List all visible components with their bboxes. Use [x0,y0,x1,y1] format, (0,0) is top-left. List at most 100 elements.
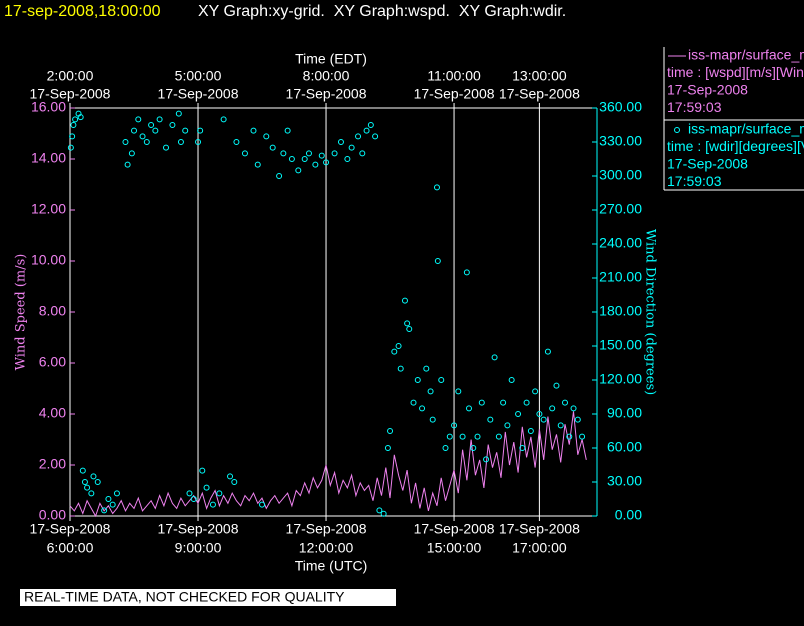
y-tick-label: 6.00 [39,354,66,370]
wind-direction-point [182,127,189,134]
wind-direction-point [570,405,577,412]
wind-direction-point [69,133,76,140]
wind-direction-point [231,479,238,485]
wind-direction-point [318,152,325,159]
header-graphs: XY Graph:xy-grid. XY Graph:wspd. XY Grap… [198,3,566,20]
wind-direction-point [280,150,287,157]
wind-direction-point [397,365,404,372]
x2-tick-date: 17-Sep-2008 [286,86,367,102]
wind-direction-point [566,433,573,440]
legend-text: 17-Sep-2008 [667,82,748,98]
wind-direction-point [135,116,142,123]
x-axis-title: Time (UTC) [295,558,368,574]
wind-direction-point [451,422,458,429]
legend-name: iss-mapr/surface_m [688,47,804,63]
wind-direction-point [455,388,462,395]
y2-tick-label: 120.00 [599,371,642,387]
wind-direction-point [337,139,344,145]
wind-direction-point [94,479,101,485]
wind-direction-point [269,144,276,151]
note: REAL-TIME DATA, NOT CHECKED FOR QUALITY [24,589,345,605]
y-tick-label: 2.00 [39,456,66,472]
y2-tick-label: 270.00 [599,201,642,217]
wind-direction-point [152,127,159,134]
wind-direction-point [348,144,355,151]
wind-direction-point [406,326,413,332]
wind-direction-point [113,490,120,497]
wind-direction-point [491,354,498,361]
wind-direction-point [305,150,312,157]
y2-tick-label: 90.00 [607,405,642,421]
wind-direction-point [410,399,417,406]
wind-direction-point [301,156,308,162]
legend-name: iss-mapr/surface_m [688,121,804,137]
wind-direction-point [508,377,515,383]
wind-direction-point [561,399,568,406]
wind-direction-point [250,127,257,134]
y2-tick-label: 0.00 [615,507,642,523]
wind-direction-point [128,150,135,157]
y2-tick-label: 210.00 [599,269,642,285]
wind-direction-point [376,507,383,514]
wind-direction-point [77,114,84,121]
wind-direction-point [241,150,248,157]
y2-tick-label: 150.00 [599,337,642,353]
wind-direction-point [372,133,379,140]
y-tick-label: 8.00 [39,303,66,319]
wind-direction-point [527,428,534,434]
wind-direction-point [344,156,351,162]
y2-tick-label: 360.00 [599,99,642,115]
wind-direction-point [434,258,441,264]
wind-direction-point [446,433,453,440]
x2-axis-title: Time (EDT) [295,51,367,67]
wind-direction-point [553,382,560,389]
y-tick-label: 12.00 [31,201,66,217]
wind-direction-point [254,161,261,168]
wind-direction-point [175,110,182,117]
wind-direction-point [367,122,374,128]
wind-direction-point [195,139,202,145]
wind-direction-point [380,510,387,517]
x2-tick-date: 17-Sep-2008 [414,86,495,102]
wind-direction-point [442,445,449,451]
wind-direction-point [478,399,485,406]
wind-direction-point [209,501,216,508]
wind-direction-point [438,377,445,383]
wind-direction-point [109,501,116,508]
x-tick-date: 17-Sep-2008 [499,521,580,537]
wind-direction-point [72,116,79,123]
wind-direction-point [504,422,511,429]
wind-direction-point [197,127,204,134]
wind-direction-point [122,139,129,145]
wind-direction-point [186,490,193,497]
x-tick-label: 15:00:00 [427,540,482,556]
wind-direction-point [177,139,184,145]
wind-direction-point [156,116,163,123]
wind-direction-point [459,433,466,440]
wind-direction-point [384,445,391,451]
x-tick-date: 17-Sep-2008 [414,521,495,537]
legend-text: 17-Sep-2008 [667,156,748,172]
wind-direction-point [203,484,210,491]
wind-direction-point [427,388,434,395]
y2-tick-label: 60.00 [607,439,642,455]
wind-speed-line [69,411,587,518]
wind-direction-point [532,388,539,395]
x-tick-label: 9:00:00 [175,540,222,556]
wind-direction-point [429,416,436,423]
wind-direction-point [483,456,490,463]
legend-text: 17:59:03 [667,99,722,115]
wind-direction-point [401,297,408,304]
wind-direction-point [105,496,112,502]
wind-direction-point [88,490,95,497]
wind-direction-point [220,116,227,123]
wind-direction-point [463,269,470,276]
wind-direction-point [139,133,146,140]
x2-tick-label: 11:00:00 [427,68,481,84]
y-tick-label: 10.00 [31,252,66,268]
x-tick-label: 6:00:00 [47,540,94,556]
wind-direction-point [259,501,266,508]
wind-direction-point [391,348,398,355]
x-tick-label: 12:00:00 [299,540,354,556]
